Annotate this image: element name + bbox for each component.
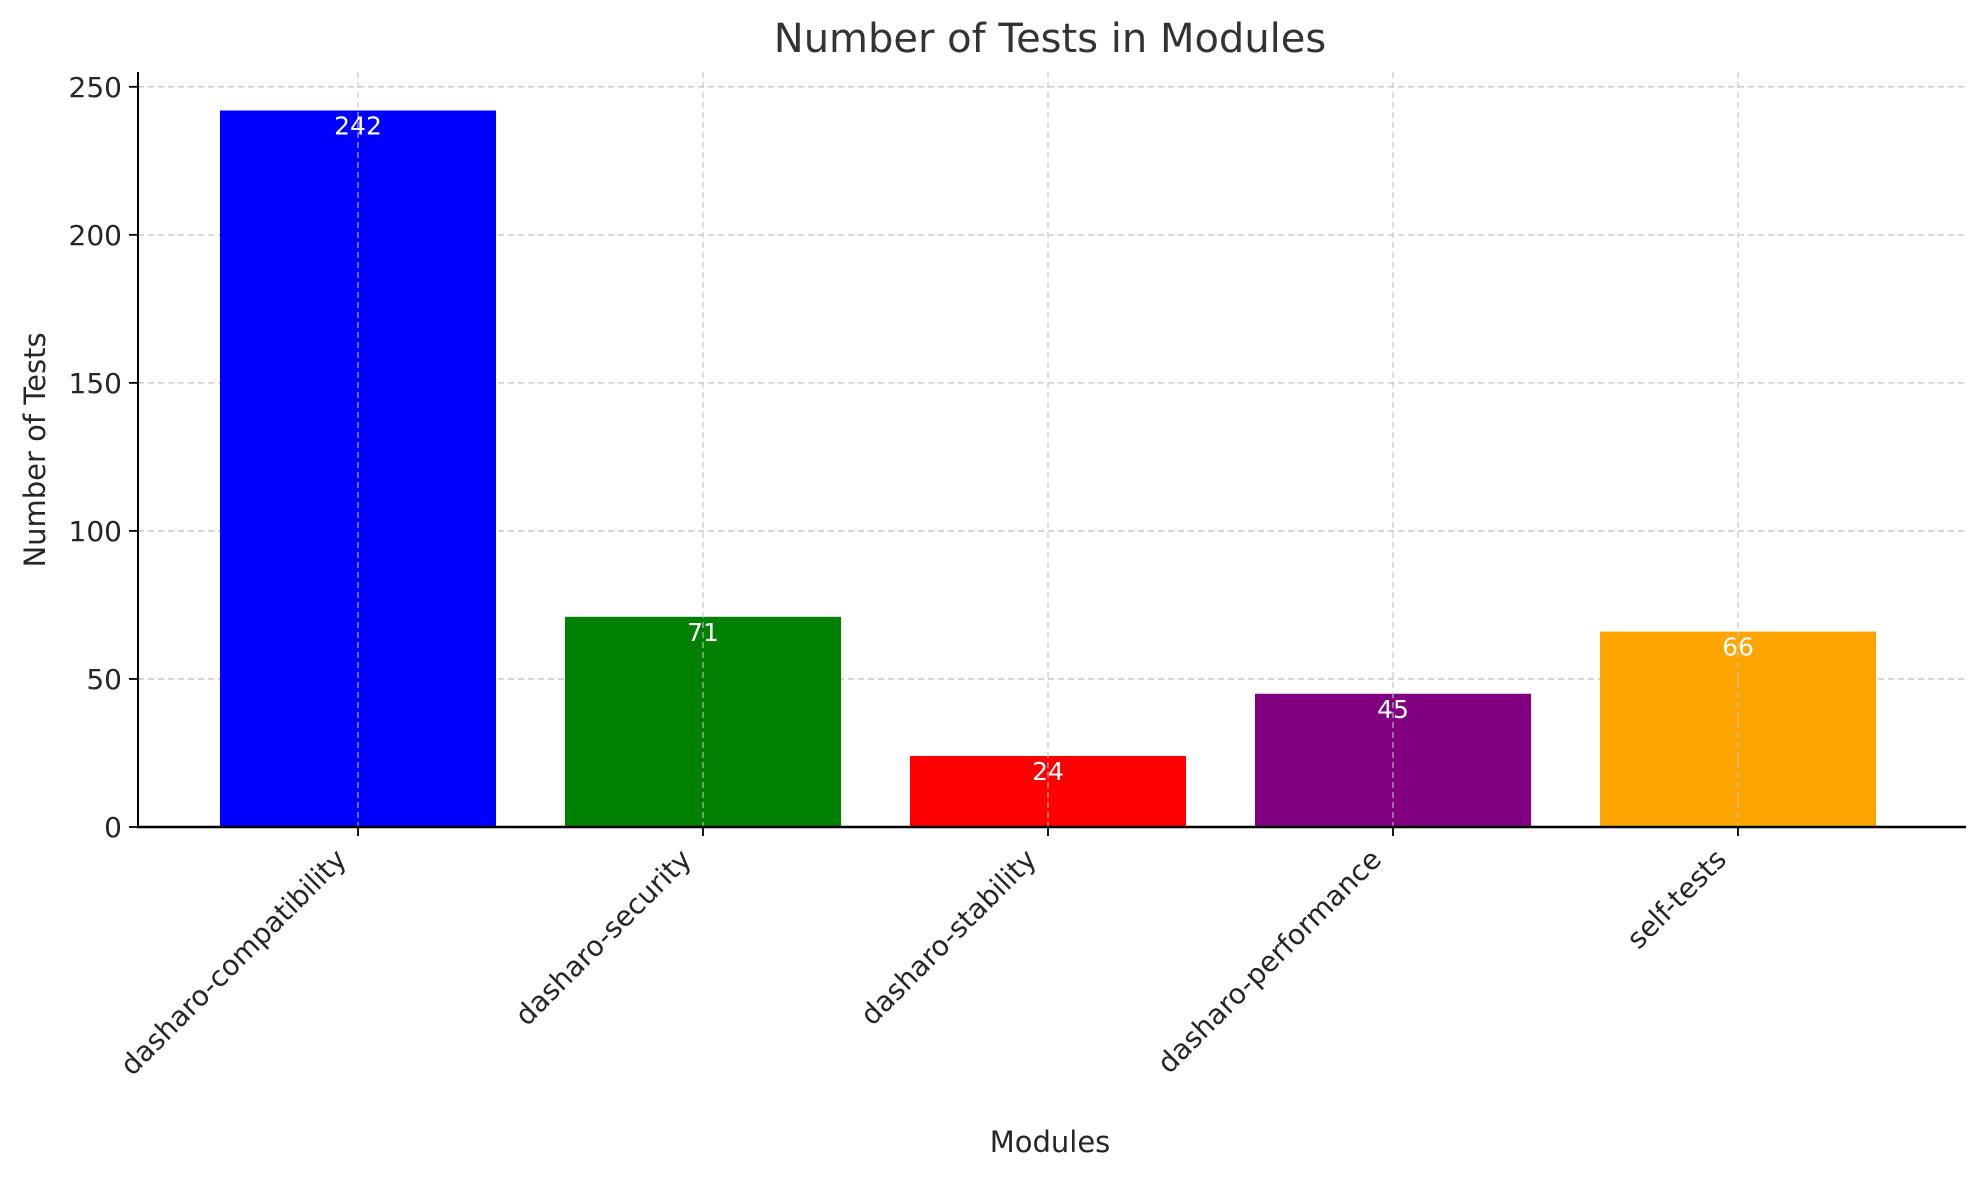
vertical-grid-layer <box>357 72 1739 827</box>
x-tick-label-dasharo-security: dasharo-security <box>509 843 698 1032</box>
bars-layer <box>220 110 1876 828</box>
y-tick-label: 200 <box>69 219 122 252</box>
x-axis-label: Modules <box>990 1125 1111 1159</box>
data-label-dasharo-compatibility: 242 <box>334 111 382 140</box>
y-tick-label: 0 <box>104 811 122 844</box>
y-tick-label: 150 <box>69 367 122 400</box>
data-label-dasharo-stability: 24 <box>1032 757 1064 786</box>
y-tick-label: 50 <box>86 663 122 696</box>
chart-title: Number of Tests in Modules <box>774 16 1326 62</box>
x-tick-label-dasharo-compatibility: dasharo-compatibility <box>114 843 353 1082</box>
y-axis-label: Number of Tests <box>18 332 52 567</box>
axes-layer <box>137 72 1966 829</box>
y-tick-label: 100 <box>69 515 122 548</box>
x-ticks-layer: dasharo-compatibility dasharo-security das… <box>114 827 1739 1082</box>
bar-dasharo-security <box>565 616 841 827</box>
data-label-dasharo-performance: 45 <box>1377 695 1409 724</box>
data-label-dasharo-security: 71 <box>687 618 719 647</box>
data-labels-layer: 242 71 24 45 66 <box>334 111 1754 785</box>
data-label-self-tests: 66 <box>1722 633 1754 662</box>
x-tick-label-self-tests: self-tests <box>1620 843 1733 956</box>
y-tick-label: 250 <box>69 71 122 104</box>
y-ticks-layer: 0 50 100 150 200 250 <box>69 71 138 844</box>
x-tick-label-dasharo-performance: dasharo-performance <box>1151 843 1388 1080</box>
x-tick-label-dasharo-stability: dasharo-stability <box>854 843 1043 1032</box>
